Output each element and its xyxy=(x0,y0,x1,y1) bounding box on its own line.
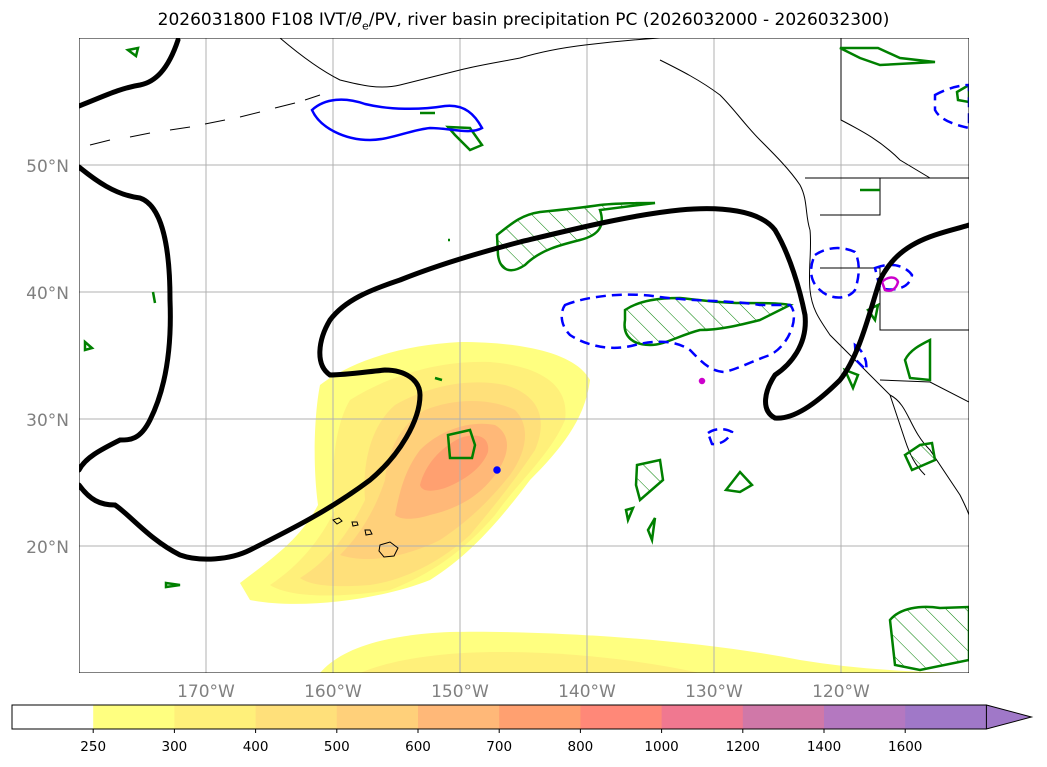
lon-label-120w: 120°W xyxy=(812,682,870,702)
colorbar-tick-label: 1600 xyxy=(888,739,922,755)
colorbar: 250 300 400 500 600 700 800 1000 1200 1400 1600 xyxy=(11,704,1034,755)
green-contour-small-left-2 xyxy=(164,581,181,589)
map-gridlines xyxy=(79,38,969,673)
green-contour-small-left-1 xyxy=(83,291,157,352)
blue-dashed-small xyxy=(706,342,868,446)
colorbar-extend-arrow xyxy=(985,704,1034,730)
colorbar-segment xyxy=(174,705,257,729)
colorbar-tick-label: 1400 xyxy=(807,739,841,755)
green-contour-tiny-aleut xyxy=(420,111,450,382)
green-contour-aleutian xyxy=(445,125,484,152)
green-contour-right-edge xyxy=(955,83,969,104)
magenta-contour-nevada xyxy=(880,276,900,292)
black-contour-top-left xyxy=(79,38,181,109)
blue-dashed-east-pacific xyxy=(560,293,796,374)
us-state-border-1 xyxy=(820,178,881,216)
colorbar-segment xyxy=(499,705,581,729)
canada-province-border xyxy=(840,38,931,179)
colorbar-tick-label: 1000 xyxy=(644,739,678,755)
lat-label-40n: 40°N xyxy=(26,284,69,304)
lon-label-160w: 160°W xyxy=(304,682,362,702)
blue-dashed-west-us xyxy=(809,246,860,299)
green-contour-hawaii-box xyxy=(446,428,477,460)
blue-solid-contours xyxy=(310,98,501,474)
green-contour-california xyxy=(903,337,932,382)
green-contour-small-1 xyxy=(634,458,665,503)
blue-solid-north-pacific xyxy=(310,98,484,142)
black-contour-west-trough xyxy=(79,164,173,473)
lon-label-170w: 170°W xyxy=(177,682,235,702)
lat-label-50n: 50°N xyxy=(26,157,69,177)
alaska-coastline xyxy=(279,38,661,88)
us-mexico-border xyxy=(879,379,969,403)
ivt-fill-south-300 xyxy=(360,652,700,673)
lon-label-130w: 130°W xyxy=(685,682,743,702)
colorbar-tick-label: 300 xyxy=(162,739,188,755)
green-contour-small-3 xyxy=(624,506,657,545)
colorbar-segment xyxy=(418,705,500,729)
colorbar-segment xyxy=(336,705,419,729)
colorbar-segment xyxy=(661,705,744,729)
magenta-dot xyxy=(698,377,706,385)
colorbar-tick-label: 600 xyxy=(405,739,431,755)
green-contour-top-left xyxy=(125,46,140,59)
us-state-border-2 xyxy=(820,267,969,331)
green-contour-small-2 xyxy=(723,470,754,494)
blue-dashed-nevada xyxy=(873,263,914,291)
ivt-fill-700 xyxy=(420,435,489,491)
green-contour-north-pacific xyxy=(495,201,656,272)
hawaii-islands xyxy=(332,517,399,558)
green-contour-baja xyxy=(903,441,937,472)
colorbar-segment xyxy=(93,705,175,729)
green-contour-alaska-east xyxy=(839,46,936,67)
colorbar-segment xyxy=(12,705,94,729)
map-title: 2026031800 F108 IVT/θe/PV, river basin p… xyxy=(157,10,890,33)
lat-label-20n: 20°N xyxy=(26,538,69,558)
blue-dashed-canada xyxy=(933,83,969,130)
green-precip-contours xyxy=(83,46,969,672)
colorbar-tick-label: 700 xyxy=(486,739,512,755)
colorbar-segment xyxy=(824,705,906,729)
latitude-labels: 50°N 40°N 30°N 20°N xyxy=(26,157,69,558)
colorbar-segment xyxy=(742,705,825,729)
colorbar-tick-label: 1200 xyxy=(726,739,760,755)
lon-label-140w: 140°W xyxy=(558,682,616,702)
lon-label-150w: 150°W xyxy=(431,682,489,702)
colorbar-tick-label: 500 xyxy=(324,739,350,755)
black-contour-main-ridge xyxy=(79,206,969,562)
ivt-filled-contours xyxy=(240,342,969,673)
black-thick-contours xyxy=(79,38,969,562)
green-contour-southeast xyxy=(888,605,969,672)
blue-dot xyxy=(493,466,501,474)
colorbar-segment xyxy=(905,705,987,729)
colorbar-segment xyxy=(580,705,663,729)
colorbar-tick-label: 400 xyxy=(243,739,269,755)
colorbar-tick-label: 800 xyxy=(568,739,594,755)
magenta-contours xyxy=(698,276,900,385)
longitude-labels: 170°W 160°W 150°W 140°W 130°W 120°W xyxy=(177,682,870,702)
colorbar-tick-label: 250 xyxy=(80,739,106,755)
bc-coastline xyxy=(659,59,811,231)
coastlines xyxy=(89,38,969,558)
us-west-coastline xyxy=(808,229,969,516)
lat-label-30n: 30°N xyxy=(26,411,69,431)
aleutian-islands xyxy=(89,94,321,146)
colorbar-segment xyxy=(255,705,338,729)
